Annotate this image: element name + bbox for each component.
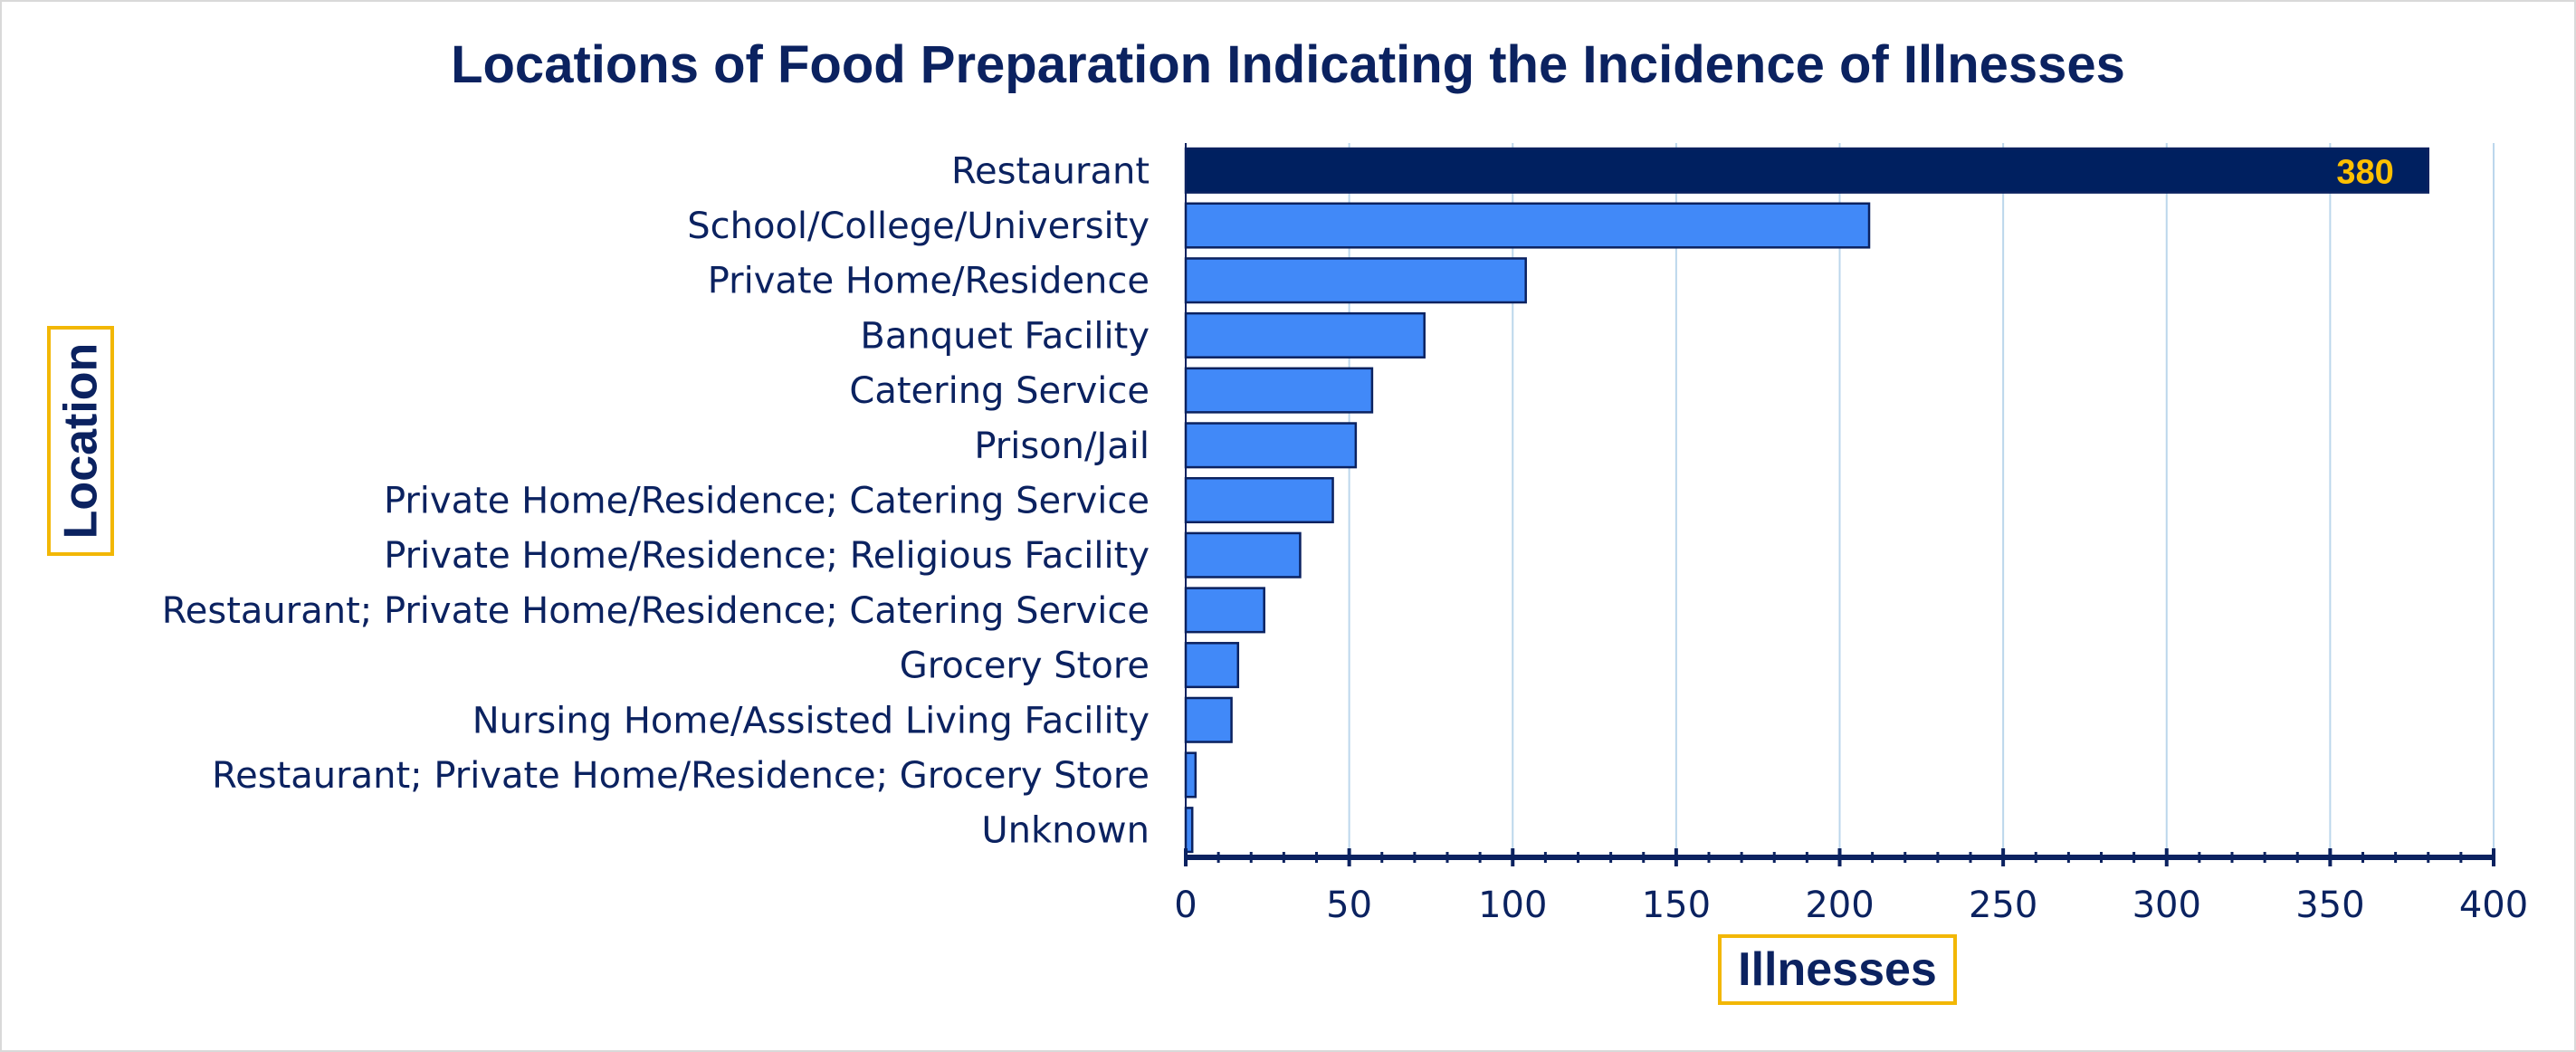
category-label: Private Home/Residence bbox=[708, 261, 1150, 302]
category-label: Restaurant; Private Home/Residence; Cate… bbox=[162, 590, 1150, 632]
chart-title: Locations of Food Preparation Indicating… bbox=[451, 35, 2125, 94]
category-label: Grocery Store bbox=[900, 646, 1150, 687]
bar bbox=[1184, 807, 1194, 854]
x-axis-label: Illnesses bbox=[1738, 943, 1937, 996]
bar bbox=[1184, 531, 1302, 579]
bar bbox=[1184, 642, 1240, 689]
category-label: Restaurant; Private Home/Residence; Groc… bbox=[212, 755, 1150, 797]
data-labels: 380 bbox=[2336, 153, 2393, 191]
x-tick-label: 100 bbox=[1478, 885, 1547, 926]
category-label: Private Home/Residence; Religious Facili… bbox=[384, 535, 1150, 577]
bar bbox=[1184, 147, 2429, 194]
category-label: Banquet Facility bbox=[860, 315, 1150, 357]
bar bbox=[1184, 696, 1233, 743]
x-tick-label: 250 bbox=[1969, 885, 2037, 926]
bar bbox=[1184, 202, 1871, 249]
category-labels: Restaurant School/College/University Priva… bbox=[162, 150, 1150, 851]
category-label: Private Home/Residence; Catering Service bbox=[384, 481, 1150, 522]
category-label: Prison/Jail bbox=[974, 426, 1150, 467]
category-label: Nursing Home/Assisted Living Facility bbox=[472, 700, 1150, 741]
x-tick-label: 150 bbox=[1642, 885, 1711, 926]
category-label: School/College/University bbox=[687, 206, 1150, 247]
x-tick-label: 0 bbox=[1174, 885, 1197, 926]
x-tick-label: 200 bbox=[1805, 885, 1874, 926]
bar bbox=[1184, 422, 1358, 469]
x-tick-labels: 0 50 100 150 200 250 300 350 400 bbox=[1174, 885, 2528, 926]
bar bbox=[1184, 367, 1374, 414]
bars bbox=[1184, 147, 2429, 854]
x-axis bbox=[1184, 143, 2495, 866]
x-tick-label: 50 bbox=[1326, 885, 1372, 926]
data-label: 380 bbox=[2336, 153, 2393, 191]
bar bbox=[1184, 587, 1265, 634]
x-tick-label: 400 bbox=[2459, 885, 2528, 926]
bar bbox=[1184, 476, 1334, 524]
category-label: Unknown bbox=[981, 810, 1150, 852]
bar bbox=[1184, 257, 1527, 304]
gridlines bbox=[1348, 143, 2495, 857]
bar bbox=[1184, 751, 1197, 799]
x-axis-label-box: Illnesses bbox=[1718, 934, 1957, 1005]
x-tick-label: 300 bbox=[2132, 885, 2201, 926]
x-tick-label: 350 bbox=[2295, 885, 2364, 926]
bar bbox=[1184, 311, 1426, 359]
y-axis-label-box: Location bbox=[47, 326, 114, 556]
category-label: Catering Service bbox=[849, 370, 1150, 412]
category-label: Restaurant bbox=[951, 150, 1150, 192]
